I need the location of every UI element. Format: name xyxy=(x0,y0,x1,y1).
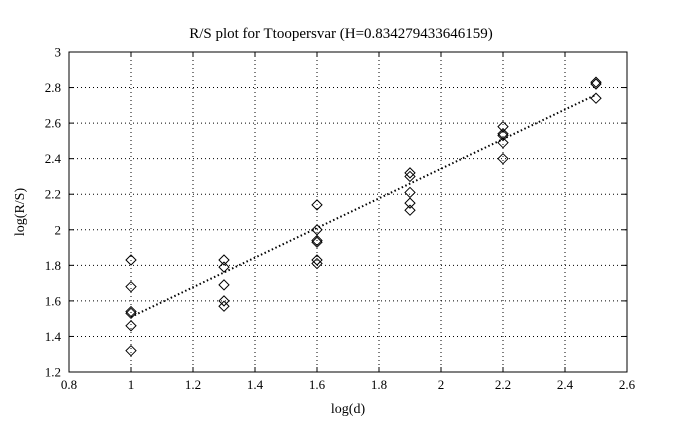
x-tick-label: 0.8 xyxy=(61,377,77,392)
data-point-diamond xyxy=(590,92,602,104)
data-points xyxy=(125,76,602,357)
x-tick-label: 1 xyxy=(128,377,135,392)
data-point-diamond xyxy=(311,236,323,248)
x-tick-label: 1.2 xyxy=(185,377,201,392)
chart-title: R/S plot for Ttoopersvar (H=0.8342794336… xyxy=(189,26,493,42)
data-point-diamond xyxy=(311,257,323,270)
data-point-diamond xyxy=(497,136,509,149)
y-tick-label: 1.6 xyxy=(45,293,62,308)
axis-ticks xyxy=(68,51,628,373)
x-tick-label: 2.2 xyxy=(495,377,511,392)
y-tick-label: 2.2 xyxy=(45,187,61,202)
plot-frame xyxy=(68,51,628,373)
data-point-diamond xyxy=(218,295,230,307)
data-point-diamond xyxy=(404,204,416,216)
data-point-diamond xyxy=(404,197,416,209)
grid-lines xyxy=(69,52,627,372)
data-point-diamond xyxy=(125,344,137,357)
data-point-diamond xyxy=(125,307,137,320)
y-tick-label: 3 xyxy=(55,45,62,60)
data-point-diamond xyxy=(497,128,509,140)
y-tick-label: 1.2 xyxy=(45,365,61,380)
data-point-diamond xyxy=(590,76,602,88)
data-point-diamond xyxy=(311,234,323,247)
data-point-diamond xyxy=(311,254,323,266)
data-point-diamond xyxy=(497,129,509,142)
data-point-diamond xyxy=(218,300,230,312)
data-point-diamond xyxy=(404,167,416,179)
data-point-diamond xyxy=(218,279,230,291)
data-point-diamond xyxy=(590,78,602,90)
x-tick-label: 1.6 xyxy=(309,377,326,392)
data-point-diamond xyxy=(125,254,137,266)
x-tick-label: 1.4 xyxy=(247,377,264,392)
data-point-diamond xyxy=(218,254,230,266)
data-point-diamond xyxy=(404,186,416,199)
data-point-diamond xyxy=(497,120,509,133)
x-tick-label: 2 xyxy=(438,377,445,392)
y-tick-label: 2.6 xyxy=(45,116,62,131)
x-tick-label: 1.8 xyxy=(371,377,387,392)
y-tick-label: 2.4 xyxy=(45,151,62,166)
data-point-diamond xyxy=(218,261,230,273)
x-tick-labels: 0.8 1 1.2 1.4 1.6 1.8 2 2.2 2.4 2.6 xyxy=(61,377,636,392)
data-point-diamond xyxy=(497,152,509,165)
y-tick-labels: 1.2 1.4 1.6 1.8 2 2.2 2.4 2.6 2.8 3 xyxy=(45,45,62,380)
y-tick-label: 2.8 xyxy=(45,80,61,95)
data-point-diamond xyxy=(125,280,137,293)
x-axis-label: log(d) xyxy=(331,402,366,417)
data-point-diamond xyxy=(311,199,323,211)
y-tick-label: 1.8 xyxy=(45,258,61,273)
x-tick-label: 2.6 xyxy=(619,377,636,392)
y-tick-label: 2 xyxy=(55,222,62,237)
y-axis-label: log(R/S) xyxy=(13,188,28,237)
data-point-diamond xyxy=(404,170,416,183)
data-point-diamond xyxy=(125,305,137,318)
y-tick-label: 1.4 xyxy=(45,329,62,344)
data-point-diamond xyxy=(125,320,137,332)
x-tick-label: 2.4 xyxy=(557,377,574,392)
regression-line xyxy=(130,93,597,318)
